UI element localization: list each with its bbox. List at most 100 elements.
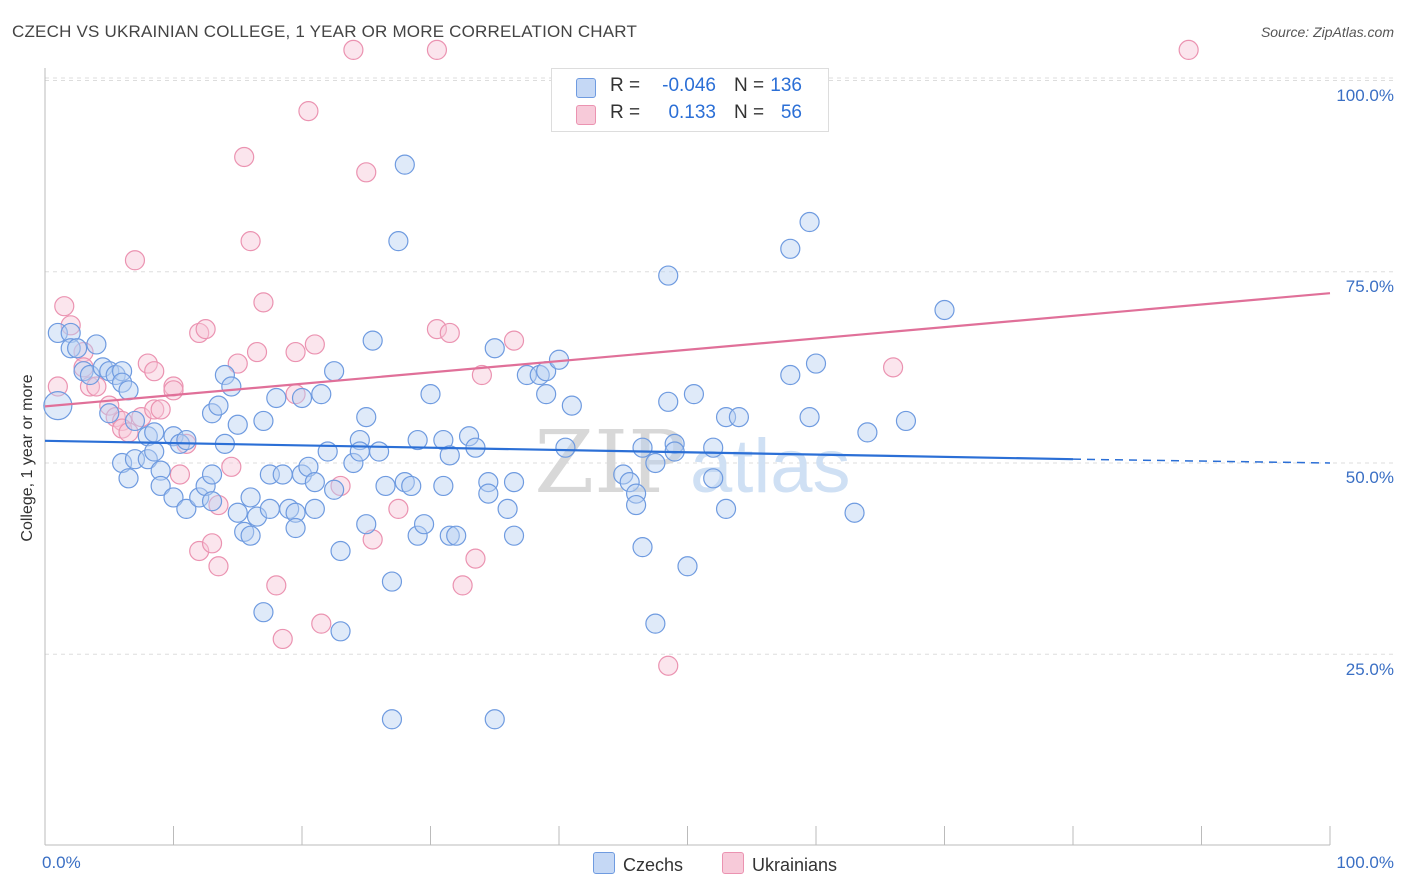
czech-point — [266, 387, 287, 409]
czech-point — [246, 506, 268, 527]
ukrainian-point — [285, 341, 306, 363]
czech-point — [458, 426, 480, 447]
czech-point — [619, 472, 640, 493]
ukrainian-point — [221, 456, 242, 477]
n-value: 56 — [780, 102, 802, 123]
ukrainian-point — [131, 407, 152, 428]
ukrainian-point — [330, 475, 351, 497]
czech-point — [330, 621, 351, 642]
ukrainian-point — [163, 380, 184, 401]
series-ukrainians — [47, 39, 1199, 676]
czech-point — [503, 472, 525, 493]
czech-point — [407, 429, 428, 451]
czech-point — [369, 441, 390, 462]
watermark-atlas: atlas — [690, 424, 851, 509]
ukrainian-point — [234, 146, 255, 168]
czech-point — [285, 502, 306, 523]
czech-point — [625, 483, 647, 504]
ukrainian-point — [362, 529, 383, 550]
czech-point — [111, 452, 133, 474]
legend-label: Czechs — [623, 855, 684, 875]
stats-box: R = -0.046 N = 136 R = 0.133 N = 56 — [551, 68, 829, 132]
czech-point — [439, 445, 460, 466]
czech-point — [433, 475, 454, 497]
ukrainian-point — [150, 399, 171, 420]
ukrainian-point — [60, 315, 81, 336]
y-tick-label-75: 75.0% — [1345, 277, 1394, 296]
czech-point — [375, 475, 396, 497]
czech-point — [799, 407, 820, 428]
czech-point — [407, 525, 428, 546]
czech-point — [478, 483, 499, 504]
watermark-zip: ZIP — [534, 413, 686, 513]
czech-point — [330, 540, 351, 562]
y-axis-label: College, 1 year or more — [19, 374, 36, 542]
ukrainian-point — [208, 556, 229, 577]
czech-point — [478, 472, 499, 493]
czech-point — [304, 472, 325, 493]
ukrainian-point — [356, 162, 377, 183]
czech-point — [304, 498, 325, 519]
czech-point — [401, 475, 422, 497]
n-label: N = — [734, 102, 765, 123]
ukrainian-point — [47, 376, 68, 397]
czech-point — [144, 422, 165, 443]
ukrainian-point — [124, 250, 146, 271]
czech-point — [844, 502, 865, 523]
czech-point — [234, 521, 255, 542]
czech-point — [625, 494, 647, 516]
ukrainian-point — [144, 361, 165, 382]
ukrainian-point — [253, 292, 274, 313]
ukrainian-trend-line — [44, 292, 1331, 408]
legend-item-czechs[interactable]: Czechs — [593, 852, 683, 876]
czech-point — [208, 395, 229, 416]
czech-point — [703, 468, 724, 489]
ukrainian-point — [105, 407, 126, 428]
ukrainian-point — [882, 357, 904, 378]
ukrainian-point — [144, 399, 165, 420]
czech-point — [658, 265, 679, 286]
czech-point — [394, 154, 415, 175]
czech-point — [79, 364, 101, 386]
czech-point — [664, 433, 685, 454]
czech-point — [356, 514, 377, 535]
ukrainian-point — [272, 628, 293, 650]
ukrainian-point — [208, 494, 229, 516]
czech-point — [715, 498, 737, 519]
czech-point — [433, 429, 454, 451]
ukrainian-point — [439, 322, 460, 344]
ukrainian-point — [311, 613, 332, 634]
czech-point — [645, 452, 666, 474]
czech-point — [176, 429, 197, 451]
czech-point — [279, 498, 300, 519]
ukrainian-point — [111, 418, 133, 439]
czech-point — [240, 525, 261, 546]
czech-point — [356, 407, 377, 428]
ukrainian-point — [189, 322, 210, 344]
czech-point — [137, 426, 158, 447]
czech-point — [111, 361, 133, 382]
ukrainian-point — [246, 341, 268, 363]
czech-point — [144, 441, 165, 462]
czech-point — [298, 456, 319, 477]
czech-point — [311, 384, 332, 405]
czech-point — [176, 498, 197, 519]
x-tick-label-100: 100.0% — [1336, 853, 1394, 872]
legend-item-ukrainians[interactable]: Ukrainians — [722, 852, 837, 876]
czech-point — [780, 364, 801, 386]
czech-point — [728, 407, 750, 428]
czech-point — [272, 464, 293, 485]
czech-point — [632, 537, 653, 558]
ukrainian-point — [503, 330, 525, 351]
czech-point — [86, 334, 107, 355]
czech-point — [189, 487, 210, 508]
czech-point — [118, 380, 139, 401]
ukrainian-point — [189, 540, 210, 562]
czech-legend-swatch — [593, 852, 615, 874]
ukrainian-point — [465, 548, 486, 569]
ukrainian-point — [452, 575, 473, 596]
czech-point — [92, 357, 113, 378]
czech-swatch — [576, 78, 596, 98]
r-value: 0.133 — [668, 102, 716, 123]
